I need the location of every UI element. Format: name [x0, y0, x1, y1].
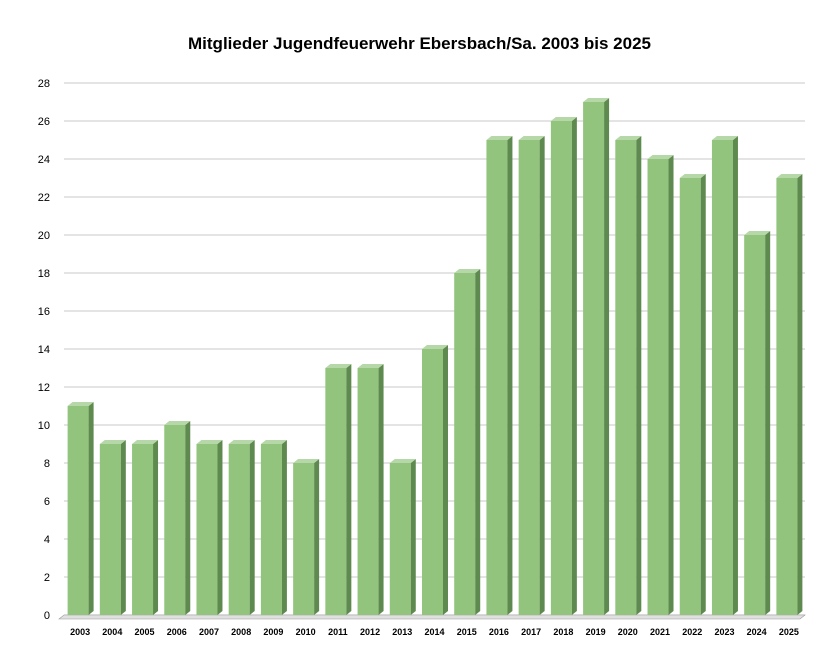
y-tick-label: 0: [44, 610, 50, 622]
x-tick-label: 2024: [747, 627, 767, 637]
bar: [615, 136, 642, 615]
x-tick-label: 2019: [586, 627, 606, 637]
x-tick-label: 2005: [135, 627, 155, 637]
x-tick-label: 2022: [682, 627, 702, 637]
bar: [389, 459, 416, 615]
bar: [228, 440, 255, 615]
y-tick-label: 6: [44, 496, 50, 508]
y-tick-label: 4: [44, 534, 50, 546]
x-tick-label: 2006: [167, 627, 187, 637]
y-tick-label: 18: [38, 268, 50, 280]
y-tick-label: 20: [38, 230, 50, 242]
y-tick-label: 14: [38, 344, 50, 356]
bar: [454, 269, 481, 615]
bar: [711, 136, 738, 615]
x-tick-label: 2012: [360, 627, 380, 637]
x-tick-label: 2023: [714, 627, 734, 637]
bar: [679, 174, 706, 615]
bar: [99, 440, 126, 615]
bar: [325, 364, 352, 615]
bar: [744, 231, 771, 615]
x-axis-ticks: 2003 2004 2005 2006 2007 2008 2009 2010 2011 2012…: [70, 627, 799, 637]
x-tick-label: 2010: [296, 627, 316, 637]
x-tick-label: 2018: [553, 627, 573, 637]
x-tick-label: 2020: [618, 627, 638, 637]
bars: [67, 98, 803, 615]
x-tick-label: 2021: [650, 627, 670, 637]
x-tick-label: 2016: [489, 627, 509, 637]
bar: [486, 136, 513, 615]
y-tick-label: 28: [38, 78, 50, 90]
chart-floor: [58, 614, 806, 620]
y-tick-label: 10: [38, 420, 50, 432]
y-tick-label: 16: [38, 306, 50, 318]
x-tick-label: 2013: [392, 627, 412, 637]
bar: [422, 345, 448, 615]
bar: [550, 117, 577, 615]
y-tick-label: 2: [44, 572, 50, 584]
x-tick-label: 2004: [102, 627, 122, 637]
bar: [776, 174, 803, 615]
bar: [357, 364, 384, 615]
bar: [647, 155, 674, 615]
bar: [132, 440, 159, 615]
bar: [583, 98, 610, 615]
x-tick-label: 2014: [424, 627, 444, 637]
chart-title: Mitglieder Jugendfeuerwehr Ebersbach/Sa.…: [188, 34, 651, 53]
y-tick-label: 24: [38, 154, 50, 166]
x-tick-label: 2025: [779, 627, 799, 637]
bar: [67, 402, 94, 615]
x-tick-label: 2015: [457, 627, 477, 637]
x-tick-label: 2003: [70, 627, 90, 637]
y-tick-label: 26: [38, 116, 50, 128]
y-tick-label: 22: [38, 192, 50, 204]
bar: [196, 440, 223, 615]
y-tick-label: 12: [38, 382, 50, 394]
bar: [164, 421, 191, 615]
x-tick-label: 2008: [231, 627, 251, 637]
bar: [260, 440, 287, 615]
x-tick-label: 2009: [263, 627, 283, 637]
x-tick-label: 2011: [328, 627, 348, 637]
bar: [518, 136, 545, 615]
x-tick-label: 2007: [199, 627, 219, 637]
bar: [293, 459, 320, 615]
y-tick-label: 8: [44, 458, 50, 470]
x-tick-label: 2017: [521, 627, 541, 637]
